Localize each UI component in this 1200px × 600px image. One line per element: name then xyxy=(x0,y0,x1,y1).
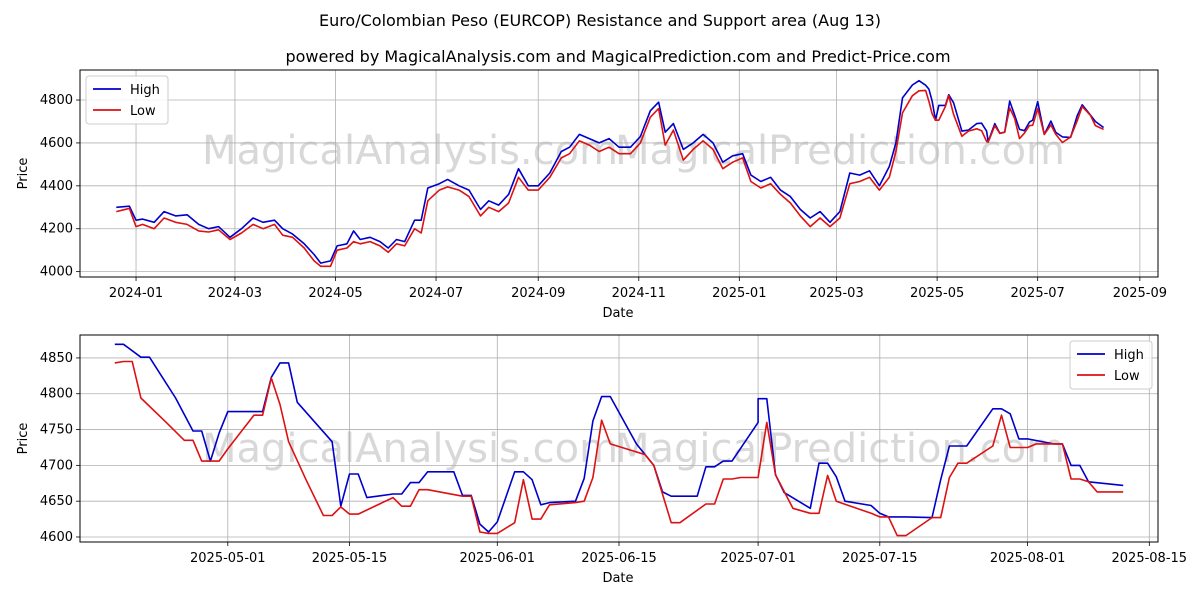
watermark-text: MagicalAnalysis.com xyxy=(202,426,618,472)
x-axis-label: Date xyxy=(602,571,633,586)
series-line-high xyxy=(114,343,1124,533)
legend-box xyxy=(85,75,169,125)
x-tick-label: 2024-01 xyxy=(109,286,163,301)
plot-frame xyxy=(79,69,1159,278)
y-axis-label: Price xyxy=(16,158,31,190)
x-tick-label: 2025-07-15 xyxy=(842,551,918,566)
legend-box xyxy=(1069,340,1153,390)
bottom-chart-panel: MagicalAnalysis.comMagicalPrediction.com… xyxy=(16,334,1188,586)
x-tick-label: 2025-09 xyxy=(1113,286,1167,301)
y-tick-label: 4600 xyxy=(40,530,73,545)
y-tick-label: 4400 xyxy=(40,179,73,194)
plot-frame xyxy=(79,334,1159,543)
y-tick-label: 4000 xyxy=(40,265,73,280)
chart-subtitle: powered by MagicalAnalysis.com and Magic… xyxy=(285,47,950,66)
x-tick-label: 2024-03 xyxy=(208,286,262,301)
legend: High Low xyxy=(1069,340,1153,390)
y-tick-label: 4650 xyxy=(40,494,73,509)
legend: High Low xyxy=(85,75,169,125)
x-tick-label: 2025-05-01 xyxy=(190,551,266,566)
top-chart-panel: MagicalAnalysis.comMagicalPrediction.com… xyxy=(16,69,1167,321)
chart-title: Euro/Colombian Peso (EURCOP) Resistance … xyxy=(319,11,881,30)
series-line-low xyxy=(116,89,1104,268)
legend-label: High xyxy=(1114,348,1144,363)
y-tick-label: 4800 xyxy=(40,387,73,402)
legend-label: High xyxy=(130,83,160,98)
y-tick-label: 4850 xyxy=(40,351,73,366)
y-tick-label: 4700 xyxy=(40,458,73,473)
y-tick-label: 4750 xyxy=(40,423,73,438)
x-tick-label: 2025-05-15 xyxy=(312,551,388,566)
x-tick-label: 2024-09 xyxy=(511,286,565,301)
y-tick-label: 4800 xyxy=(40,93,73,108)
x-tick-label: 2025-08-15 xyxy=(1112,551,1188,566)
x-tick-label: 2025-06-15 xyxy=(581,551,657,566)
x-axis-label: Date xyxy=(602,306,633,321)
x-tick-label: 2024-05 xyxy=(308,286,362,301)
watermark-text-2: MagicalPrediction.com xyxy=(615,426,1065,472)
x-tick-label: 2025-08-01 xyxy=(990,551,1066,566)
y-axis-label: Price xyxy=(16,423,31,455)
x-tick-label: 2025-06-01 xyxy=(460,551,536,566)
watermark-text: MagicalAnalysis.com xyxy=(202,128,618,174)
legend-label: Low xyxy=(130,104,156,119)
x-tick-label: 2025-03 xyxy=(809,286,863,301)
legend-label: Low xyxy=(1114,369,1140,384)
y-tick-label: 4200 xyxy=(40,222,73,237)
x-tick-label: 2025-07-01 xyxy=(720,551,796,566)
x-tick-label: 2024-07 xyxy=(409,286,463,301)
series-line-low xyxy=(114,360,1124,537)
x-tick-label: 2024-11 xyxy=(612,286,666,301)
x-tick-label: 2025-05 xyxy=(910,286,964,301)
x-tick-label: 2025-07 xyxy=(1011,286,1065,301)
y-tick-label: 4600 xyxy=(40,136,73,151)
x-tick-label: 2025-01 xyxy=(712,286,766,301)
watermark-text-2: MagicalPrediction.com xyxy=(615,128,1065,174)
